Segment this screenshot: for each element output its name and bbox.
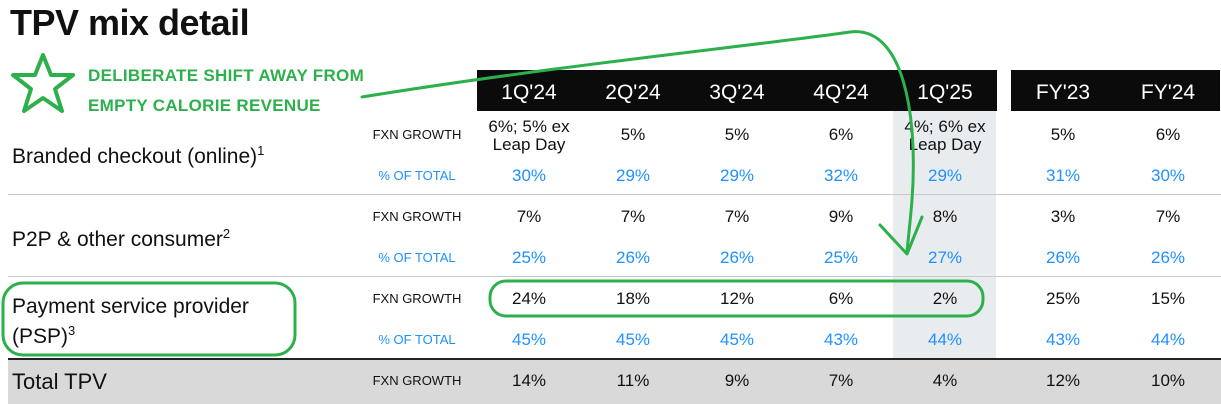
pct-of-total-cell: 31% [1045,166,1081,185]
pct-of-total-cell: 44% [1150,330,1186,349]
growth-cell: 2% [932,289,958,308]
growth-cell: 4% [932,371,958,390]
pct-of-total-cell: 30% [511,166,547,185]
growth-cell: 5% [724,125,750,144]
page-title: TPV mix detail [10,2,250,43]
col-header-fy23: FY'23 [1035,81,1091,104]
col-header-fy24: FY'24 [1140,81,1196,104]
annotation-arrow-line [360,30,915,254]
growth-cell: 25% [1045,289,1081,308]
row-label-p2p: P2P & other consumer2 [12,226,231,251]
growth-cell: 5% [1050,125,1076,144]
growth-cell: 12% [1045,371,1081,390]
col-header-4q24: 4Q'24 [813,81,869,104]
metric-label-pct: % OF TOTAL [378,332,456,347]
growth-cell: 8% [932,207,958,226]
growth-cell: 10% [1150,371,1186,390]
metric-label-growth: FXN GROWTH [372,373,462,388]
col-header-1q25: 1Q'25 [917,81,973,104]
row-label-branded-checkout: Branded checkout (online)1 [12,143,265,168]
growth-cell: 14% [511,371,547,390]
col-header-2q24: 2Q'24 [605,81,661,104]
pct-of-total-cell: 29% [719,166,755,185]
pct-of-total-cell: 27% [927,248,963,267]
metric-label-pct: % OF TOTAL [378,250,456,265]
growth-cell: 7% [724,207,750,226]
metric-label-pct: % OF TOTAL [378,168,456,183]
growth-cell: 6% [1155,125,1181,144]
growth-cell: 9% [828,207,854,226]
psp-label-highlight-oval [1,281,297,357]
metric-label-growth: FXN GROWTH [372,127,462,142]
row-divider [8,276,1221,277]
growth-cell: 3% [1050,207,1076,226]
pct-of-total-cell: 44% [927,330,963,349]
metric-label-growth: FXN GROWTH [372,291,462,306]
growth-cell: 15% [1150,289,1186,308]
growth-cell: 6% [828,125,854,144]
annotation-line-1: DELIBERATE SHIFT AWAY FROM [88,66,365,85]
growth-cell: 7% [828,371,854,390]
col-header-3q24: 3Q'24 [709,81,765,104]
annotation-arrowhead [878,215,924,256]
pct-of-total-cell: 26% [1045,248,1081,267]
row-divider [8,194,1221,195]
pct-of-total-cell: 25% [511,248,547,267]
pct-of-total-cell: 43% [823,330,859,349]
pct-of-total-cell: 45% [719,330,755,349]
growth-cell: 7% [1155,207,1181,226]
pct-of-total-cell: 30% [1150,166,1186,185]
pct-of-total-cell: 43% [1045,330,1081,349]
quarter-header-bar [477,70,997,111]
row-label-psp: Payment service provider (PSP)3 [12,295,249,348]
growth-cell: 24% [511,289,547,308]
growth-cell: 12% [719,289,755,308]
pct-of-total-cell: 29% [615,166,651,185]
star-icon [11,53,75,113]
growth-cell: 7% [620,207,646,226]
growth-cell: 9% [724,371,750,390]
pct-of-total-cell: 45% [615,330,651,349]
annotation-line-2: EMPTY CALORIE REVENUE [88,96,321,115]
pct-of-total-cell: 26% [615,248,651,267]
growth-cell: 7% [516,207,542,226]
pct-of-total-cell: 26% [1150,248,1186,267]
total-row-background [8,358,1221,404]
growth-cell: 4%; 6% ex Leap Day [904,117,986,154]
psp-growth-highlight-oval [488,279,985,318]
row-label-total-tpv: Total TPV [12,369,107,394]
growth-cell: 11% [616,371,650,390]
col-header-1q24: 1Q'24 [501,81,557,104]
growth-cell: 18% [615,289,651,308]
pct-of-total-cell: 25% [823,248,859,267]
metric-label-growth: FXN GROWTH [372,209,462,224]
pct-of-total-cell: 29% [927,166,963,185]
growth-cell: 6% [828,289,854,308]
fy-header-bar [1011,70,1220,111]
growth-cell: 5% [620,125,646,144]
growth-cell: 6%; 5% ex Leap Day [488,117,570,154]
pct-of-total-cell: 26% [719,248,755,267]
pct-of-total-cell: 32% [823,166,859,185]
pct-of-total-cell: 45% [511,330,547,349]
